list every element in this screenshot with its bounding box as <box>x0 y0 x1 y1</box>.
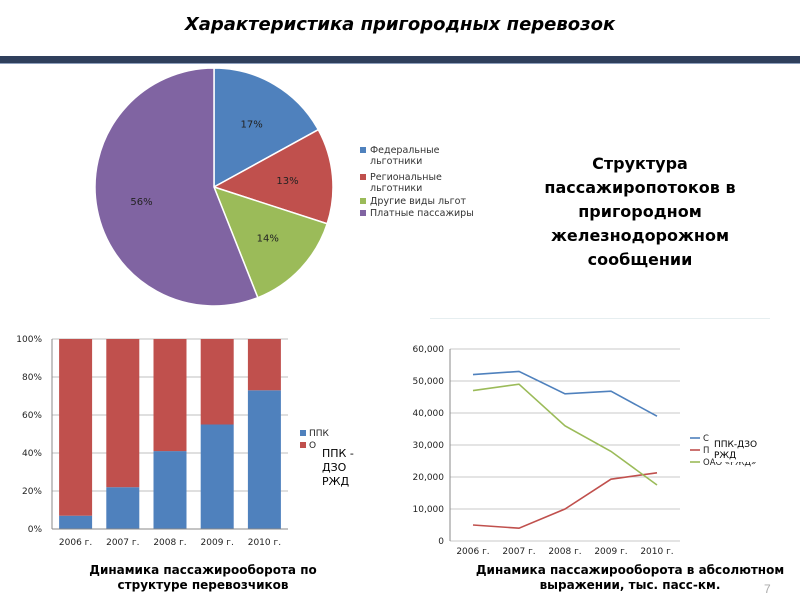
bar-segment-1 <box>153 339 187 452</box>
line-y-tick-label: 50,000 <box>413 377 445 387</box>
pie-legend-label: Другие виды льгот <box>370 196 466 207</box>
bar-segment-0 <box>247 390 281 529</box>
bar-segment-0 <box>106 487 140 529</box>
line-y-tick-label: 20,000 <box>413 473 445 483</box>
bar-segment-1 <box>59 339 93 516</box>
line-y-tick-label: 60,000 <box>413 345 445 355</box>
bar-y-tick-label: 60% <box>22 411 42 421</box>
pie-slice-0 <box>213 67 320 189</box>
pie-data-label: 14% <box>257 234 279 245</box>
pie-legend-label: Региональные льготники <box>370 172 442 194</box>
line-series-1 <box>472 472 658 530</box>
bar-x-tick-label: 2006 г. <box>59 538 92 548</box>
pie-slice-3 <box>94 67 259 307</box>
line-legend-label: П <box>703 446 709 456</box>
line-chart-caption: Динамика пассажирооборота в абсолютном в… <box>475 563 785 592</box>
bar-segment-1 <box>247 339 281 391</box>
pie-legend-swatch <box>360 210 366 216</box>
pie-data-label: 17% <box>240 120 262 131</box>
bar-y-tick-label: 80% <box>22 373 42 383</box>
line-y-tick-label: 30,000 <box>413 441 445 451</box>
line-series-0 <box>472 370 658 417</box>
pie-legend-swatch <box>360 174 366 180</box>
line-x-tick-label: 2007 г. <box>502 547 535 557</box>
line-x-tick-label: 2009 г. <box>594 547 627 557</box>
line-y-tick-label: 40,000 <box>413 409 445 419</box>
bar-legend-label: ППК <box>309 429 330 439</box>
pie-legend-swatch <box>360 147 366 153</box>
bar-segment-0 <box>200 424 234 529</box>
slide-title: Характеристика пригородных перевозок <box>184 14 616 35</box>
pie-data-label: 56% <box>130 197 152 208</box>
bar-y-tick-label: 0% <box>28 525 43 535</box>
separator-line <box>430 318 770 319</box>
pie-legend-label: Платные пассажиры <box>370 208 474 219</box>
bar-segment-0 <box>59 515 93 529</box>
bar-segment-0 <box>153 451 187 529</box>
pie-slice-1 <box>212 128 334 225</box>
page-number: 7 <box>764 582 771 596</box>
bar-chart-note: ППК - ДЗО РЖД <box>322 447 364 489</box>
line-chart-note: ППК-ДЗО РЖД <box>714 440 766 462</box>
bar-legend-label: О <box>309 441 316 451</box>
bar-y-tick-label: 100% <box>16 335 42 345</box>
bar-y-tick-label: 40% <box>22 449 42 459</box>
line-x-tick-label: 2008 г. <box>548 547 581 557</box>
bar-x-tick-label: 2008 г. <box>153 538 186 548</box>
bar-x-tick-label: 2010 г. <box>248 538 281 548</box>
line-x-tick-label: 2010 г. <box>640 547 673 557</box>
bar-legend-swatch <box>300 430 306 436</box>
bar-x-tick-label: 2009 г. <box>201 538 234 548</box>
pie-data-label: 13% <box>276 176 298 187</box>
bar-segment-1 <box>106 339 140 488</box>
bar-x-tick-label: 2007 г. <box>106 538 139 548</box>
line-legend-label: ОАО «РЖД» <box>703 458 756 468</box>
line-y-tick-label: 0 <box>438 537 444 547</box>
bar-legend-swatch <box>300 442 306 448</box>
line-legend-label: С <box>703 434 709 444</box>
bar-chart-caption: Динамика пассажирооборота по структуре п… <box>89 563 317 592</box>
pie-legend-label: Федеральные льготники <box>370 145 440 167</box>
bar-segment-1 <box>200 339 234 425</box>
pie-slice-2 <box>212 185 329 299</box>
title-rule <box>0 56 800 64</box>
bar-y-tick-label: 20% <box>22 487 42 497</box>
pie-side-title: Структура пассажиропотоков в пригородном… <box>544 154 736 269</box>
line-series-2 <box>472 383 658 486</box>
line-y-tick-label: 10,000 <box>413 505 445 515</box>
line-x-tick-label: 2006 г. <box>456 547 489 557</box>
pie-legend-swatch <box>360 198 366 204</box>
